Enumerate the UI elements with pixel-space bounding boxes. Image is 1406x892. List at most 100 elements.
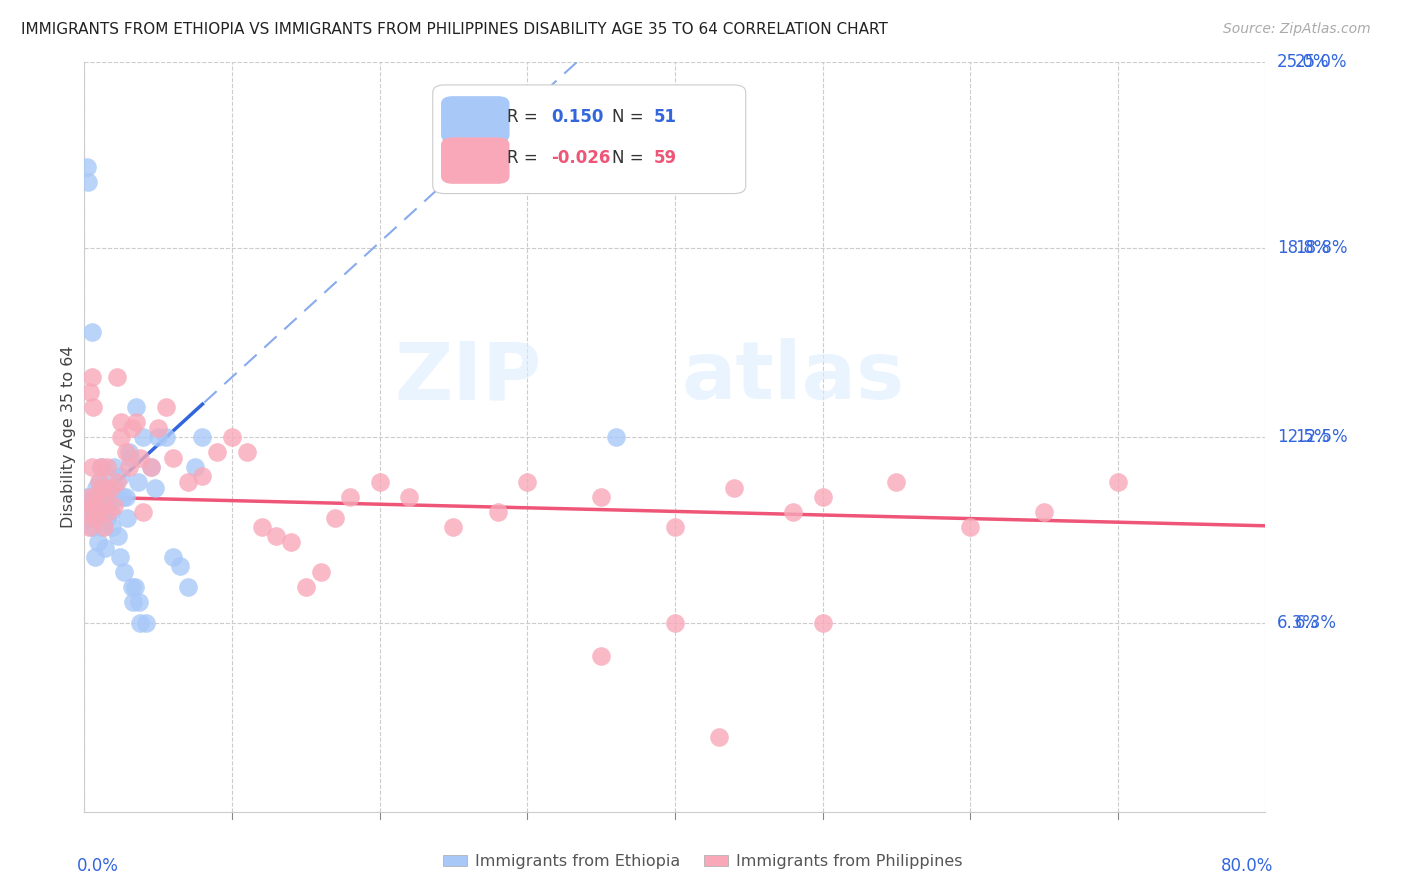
Point — [110, 415, 132, 429]
Point — [100, 481, 122, 495]
Point — [100, 505, 122, 519]
Point — [103, 499, 125, 513]
Text: 6.3%: 6.3% — [1277, 614, 1319, 632]
Point — [91, 520, 114, 534]
Point — [125, 400, 148, 414]
Point — [83, 511, 105, 525]
FancyBboxPatch shape — [433, 85, 745, 194]
Point — [94, 541, 117, 555]
Point — [148, 421, 170, 435]
Point — [114, 445, 136, 459]
Point — [96, 511, 118, 525]
Point — [664, 520, 686, 534]
Point — [124, 580, 146, 594]
Point — [155, 430, 177, 444]
Text: 0.0%: 0.0% — [77, 856, 120, 875]
Point — [107, 529, 129, 543]
Point — [886, 475, 908, 489]
Point — [121, 580, 143, 594]
Point — [162, 549, 184, 564]
Point — [295, 580, 318, 594]
Point — [139, 460, 162, 475]
Point — [398, 490, 420, 504]
Point — [91, 481, 114, 495]
Point — [118, 445, 141, 459]
Point — [90, 460, 112, 475]
Point — [148, 430, 170, 444]
Point — [86, 505, 108, 519]
Point — [129, 451, 152, 466]
Point — [97, 505, 120, 519]
Point — [516, 475, 538, 489]
Point — [591, 490, 613, 504]
Text: N =: N = — [612, 149, 650, 168]
Text: 80.0%: 80.0% — [1220, 856, 1272, 875]
Point — [1107, 475, 1129, 489]
Point — [77, 520, 100, 534]
Text: 18.8%: 18.8% — [1295, 239, 1347, 257]
Text: 18.8%: 18.8% — [1277, 239, 1330, 257]
Point — [105, 490, 128, 504]
Point — [111, 490, 134, 504]
Point — [90, 460, 112, 475]
Point — [105, 475, 128, 489]
Point — [110, 430, 132, 444]
Text: atlas: atlas — [682, 338, 904, 417]
Point — [709, 730, 731, 744]
Point — [309, 565, 332, 579]
Point — [155, 400, 177, 414]
Point — [280, 535, 302, 549]
Text: Source: ZipAtlas.com: Source: ZipAtlas.com — [1223, 22, 1371, 37]
Point — [443, 520, 465, 534]
Point — [87, 475, 111, 489]
Text: 6.3%: 6.3% — [1295, 614, 1337, 632]
Point — [177, 475, 200, 489]
Point — [177, 580, 200, 594]
Point — [94, 490, 117, 504]
Point — [79, 385, 101, 400]
Point — [129, 615, 152, 630]
Point — [82, 505, 104, 519]
Point — [125, 415, 148, 429]
Point — [112, 565, 135, 579]
Text: ZIP: ZIP — [395, 338, 541, 417]
Text: R =: R = — [508, 108, 543, 126]
Text: 12.5%: 12.5% — [1295, 428, 1347, 446]
Point — [221, 430, 243, 444]
Point — [87, 475, 111, 489]
Point — [191, 430, 214, 444]
Point — [104, 481, 127, 495]
Point — [80, 325, 103, 339]
FancyBboxPatch shape — [441, 96, 509, 143]
Point — [80, 520, 103, 534]
Point — [79, 511, 101, 525]
Text: 25.0%: 25.0% — [1277, 54, 1330, 71]
Point — [121, 421, 143, 435]
Point — [76, 490, 98, 504]
Point — [591, 648, 613, 663]
Point — [80, 370, 103, 384]
Point — [97, 469, 120, 483]
Point — [80, 490, 103, 504]
Text: 59: 59 — [654, 149, 676, 168]
Point — [103, 460, 125, 475]
Point — [486, 505, 509, 519]
Text: R =: R = — [508, 149, 543, 168]
Legend: Immigrants from Ethiopia, Immigrants from Philippines: Immigrants from Ethiopia, Immigrants fro… — [437, 847, 969, 875]
FancyBboxPatch shape — [441, 137, 509, 184]
Point — [191, 469, 214, 483]
Point — [114, 490, 136, 504]
Text: 12.5%: 12.5% — [1277, 428, 1330, 446]
Point — [118, 460, 141, 475]
Point — [77, 175, 100, 189]
Point — [184, 460, 207, 475]
Point — [105, 370, 128, 384]
Text: 0.150: 0.150 — [551, 108, 603, 126]
Point — [339, 490, 361, 504]
Point — [782, 505, 804, 519]
Point — [76, 505, 98, 519]
Point — [82, 400, 104, 414]
Point — [128, 595, 150, 609]
Point — [368, 475, 391, 489]
Point — [664, 615, 686, 630]
